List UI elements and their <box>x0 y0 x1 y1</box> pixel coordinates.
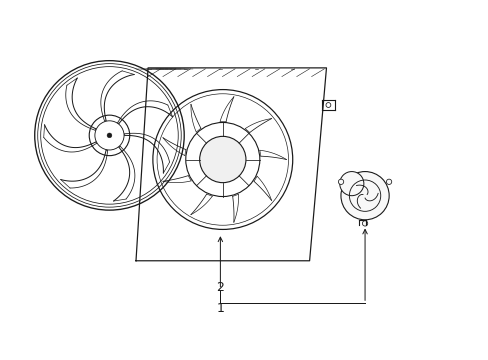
Circle shape <box>340 172 388 220</box>
Circle shape <box>107 133 112 138</box>
Circle shape <box>339 172 363 196</box>
Circle shape <box>199 136 245 183</box>
Circle shape <box>338 179 343 184</box>
Text: 2: 2 <box>216 281 224 294</box>
Text: 1: 1 <box>216 302 224 315</box>
Circle shape <box>386 179 391 184</box>
Circle shape <box>362 221 367 226</box>
